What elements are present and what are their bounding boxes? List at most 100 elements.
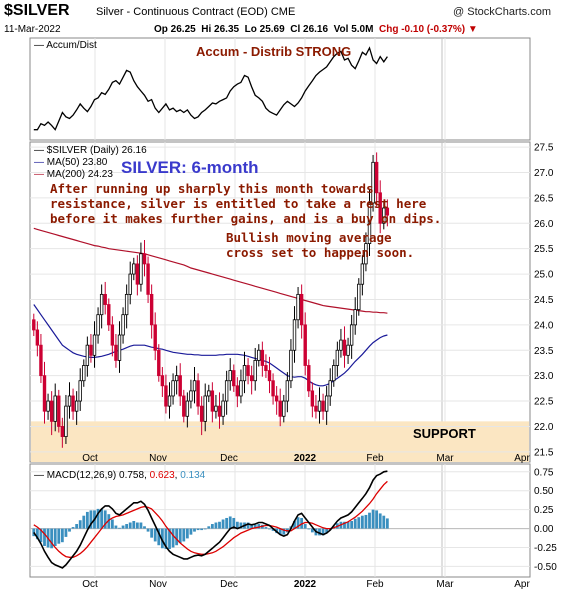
candle-body [171,380,175,397]
support-label: SUPPORT [413,426,476,441]
macd-histogram-bar [32,528,36,537]
accum-legend-label: Accum/Dist [46,40,97,51]
candle-body [121,314,125,336]
candle-body [57,395,61,427]
candle-body [239,380,243,397]
candle-body [103,293,107,305]
annotation-comment-2: Bullish moving average cross set to happ… [226,230,415,260]
macd-histogram-bar [300,517,304,529]
macd-histogram-bar [232,517,236,529]
candle-body [335,349,340,366]
macd-histogram-bar [160,528,164,549]
macd-histogram-bar [371,509,375,529]
macd-histogram-bar [132,521,136,529]
macd-histogram-bar [346,521,350,529]
x-tick-label-price: Oct [82,453,98,464]
macd-histogram-bar [143,526,146,529]
macd-histogram-bar [278,528,282,535]
candle-body [317,400,322,412]
macd-histogram-bar [57,528,61,544]
candle-body [185,400,190,417]
low-value: Lo 25.69 [244,24,285,35]
candle-body [39,344,43,377]
macd-histogram-bar [64,528,68,537]
candle-body [278,400,282,417]
macd-histogram-bar [350,521,354,529]
macd-histogram-bar [271,528,275,531]
y-tick-label: 24.5 [534,295,554,306]
candle-body [349,324,354,346]
macd-histogram-bar [189,528,193,535]
candle-body [332,365,336,382]
candle-body [178,375,182,397]
candle-body [49,400,54,422]
y-tick-label: 0.50 [534,486,554,497]
macd-histogram-bar [53,528,57,546]
macd-histogram-bar [96,508,100,529]
macd-histogram-bar [228,516,232,529]
macd-histogram-bar [128,522,132,529]
candle-body [324,395,329,412]
candle-body [89,344,93,356]
macd-histogram-bar [321,528,325,536]
macd-histogram-bar [171,528,175,548]
macd-histogram-bar [203,528,207,530]
macd-histogram-bar [125,524,129,529]
candle-body [192,380,197,392]
price-legend-ma200: — MA(200) 24.23 [34,169,113,180]
candle-body [139,253,143,285]
chart-header: $SILVER Silver - Continuous Contract (EO… [4,2,557,38]
y-tick-label: 22.0 [534,422,554,433]
macd-histogram-bar [121,525,125,529]
macd-histogram-bar [360,515,364,529]
candle-body [142,253,147,265]
macd-histogram-bar [89,510,93,529]
x-tick-label-price: Apr [514,453,530,464]
candle-body [78,380,82,402]
macd-histogram-bar [218,521,221,529]
open-value: Op 26.25 [154,24,196,35]
x-tick-label-macd: 2022 [294,579,317,590]
macd-histogram-bar [150,528,154,538]
y-tick-label: 27.5 [534,143,554,154]
macd-legend-label: MACD(12,26,9) [46,470,117,481]
candle-body [167,395,172,407]
candle-body [53,395,57,422]
hist-value: 0.134 [180,470,206,481]
candle-body [249,375,254,382]
y-tick-label: 23.0 [534,371,554,382]
candle-body [110,324,115,346]
macd-histogram-bar [193,528,196,532]
accum-legend: — Accum/Dist [34,40,97,51]
candle-body [367,202,372,244]
macd-histogram-bar [296,517,300,529]
x-tick-label-macd: Mar [436,579,454,590]
y-tick-label: 21.5 [534,447,554,458]
y-tick-label: 26.5 [534,193,554,204]
price-legend-main: — $SILVER (Daily) 26.16 [34,145,147,156]
x-tick-label-price: Feb [366,453,384,464]
macd-histogram-bar [382,515,386,529]
candle-body [360,263,365,285]
macd-histogram-bar [318,528,321,536]
macd-histogram-bar [118,527,121,529]
macd-histogram-bar [253,524,257,529]
accum-dist-line [33,46,388,131]
macd-histogram-bar [78,520,82,529]
macd-histogram-bar [353,518,357,529]
accum-panel-title: Accum - Distrib STRONG [196,44,352,59]
candle-body [296,293,300,321]
candle-body [235,385,240,397]
candle-body [285,380,290,402]
macd-histogram-bar [100,508,104,529]
macd-histogram-bar [246,522,250,529]
as-of-date: 11-Mar-2022 [4,24,61,35]
macd-histogram-bar [385,518,389,529]
candle-body [378,192,382,224]
annotation-comment-1: After running up sharply this month towa… [50,181,442,226]
candle-body [35,329,40,346]
instrument-label: Silver - Continuous Contract (EOD) [96,6,268,18]
price-legend-main-label: $SILVER (Daily) 26.16 [46,145,147,156]
macd-histogram-bar [210,524,214,529]
